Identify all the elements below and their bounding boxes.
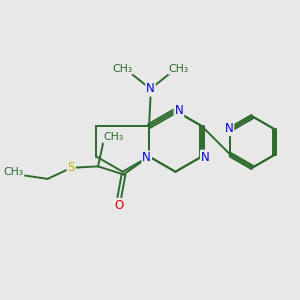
Text: N: N — [146, 82, 155, 95]
Text: CH₃: CH₃ — [103, 132, 124, 142]
Text: N: N — [175, 104, 183, 117]
Text: CH₃: CH₃ — [112, 64, 132, 74]
Text: CH₃: CH₃ — [3, 167, 23, 178]
Text: N: N — [225, 122, 233, 135]
Text: S: S — [68, 161, 75, 174]
Text: N: N — [142, 152, 151, 164]
Text: O: O — [114, 199, 123, 212]
Text: CH₃: CH₃ — [169, 64, 189, 74]
Text: N: N — [201, 151, 210, 164]
